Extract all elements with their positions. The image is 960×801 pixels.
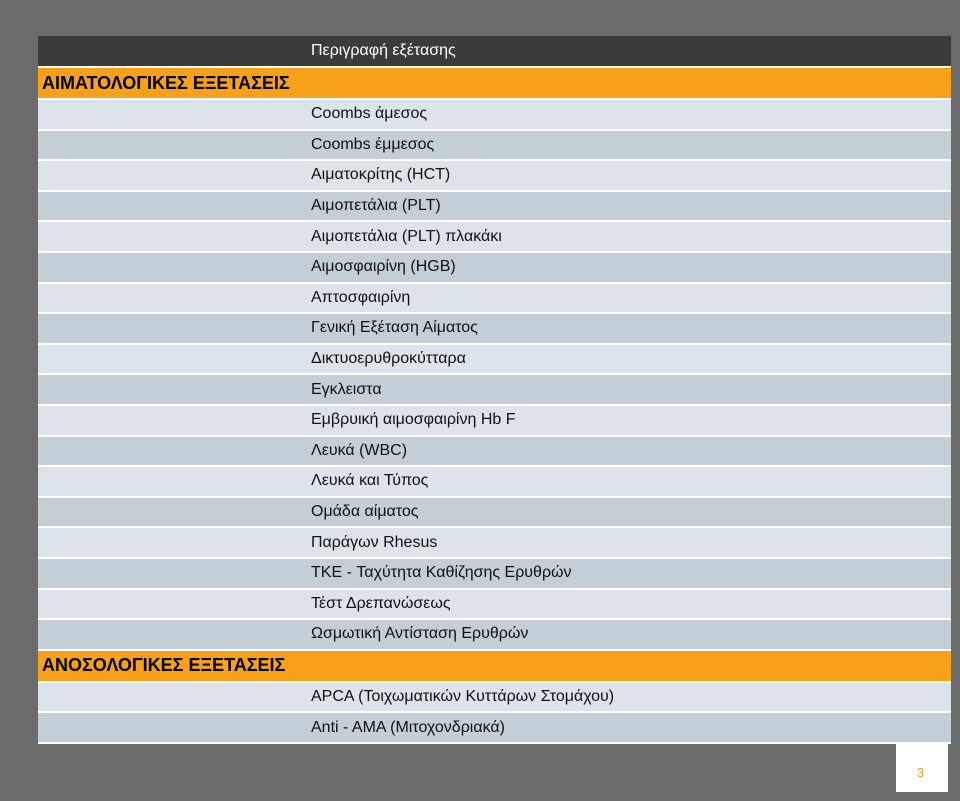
exam-description: TKE - Ταχύτητα Καθίζησης Ερυθρών [311,564,572,582]
table-row: Εμβρυική αιμοσφαιρίνη Hb F [38,405,951,437]
exam-description: Εγκλειστα [311,380,382,398]
exam-table: Περιγραφή εξέτασης ΑΙΜΑΤΟΛΟΓΙΚΕΣ ΕΞΕΤΑΣΕ… [38,36,951,744]
table-row: Ομάδα αίματος [38,497,951,529]
table-row: APCA (Τοιχωματικών Κυττάρων Στομάχου) [38,682,951,714]
exam-description: Λευκά και Τύπος [311,472,429,490]
table-row: Εγκλειστα [38,375,951,406]
table-row: Αιματοκρίτης (HCT) [38,161,951,192]
page-number: 3 [916,764,924,780]
exam-description: Εμβρυική αιμοσφαιρίνη Hb F [311,411,516,429]
exam-description: Γενική Εξέταση Αίματος [311,319,478,337]
exam-description: Λευκά (WBC) [311,441,408,459]
table-row: Τέστ Δρεπανώσεως [38,589,951,621]
section-row: ΑΝΟΣΟΛΟΓΙΚΕΣ ΕΞΕΤΑΣΕΙΣ [38,650,951,683]
exam-description: Ομάδα αίματος [311,503,419,521]
exam-description: Coombs άμεσος [311,105,428,123]
exam-description: Τέστ Δρεπανώσεως [311,594,451,612]
exam-description: Ωσμωτική Αντίσταση Ερυθρών [311,625,529,643]
table-row: Γενική Εξέταση Αίματος [38,314,951,345]
header-description: Περιγραφή εξέτασης [311,42,456,59]
exam-description: Anti - AMA (Μιτοχονδριακά) [311,718,505,736]
table-row: TKE - Ταχύτητα Καθίζησης Ερυθρών [38,558,951,590]
table-row: Αιμοσφαιρίνη (HGB) [38,252,951,284]
exam-description: Παράγων Rhesus [311,533,438,551]
table-row: Απτοσφαιρίνη [38,283,951,315]
table-row: Αιμοπετάλια (PLT) [38,191,951,223]
table-row: Δικτυοερυθροκύτταρα [38,344,951,376]
section-row: ΑΙΜΑΤΟΛΟΓΙΚΕΣ ΕΞΕΤΑΣΕΙΣ [38,68,951,100]
table-row: Ωσμωτική Αντίσταση Ερυθρών [38,620,951,651]
table-row: Coombs άμεσος [38,100,951,131]
table-row: Coombs έμμεσος [38,130,951,162]
exam-description: APCA (Τοιχωματικών Κυττάρων Στομάχου) [311,687,615,705]
exam-description: Αιμοπετάλια (PLT) [311,197,441,215]
table-row: Anti - AMA (Μιτοχονδριακά) [38,713,951,744]
page-number-box: 3 [896,744,948,792]
table-header: Περιγραφή εξέτασης [38,36,951,68]
exam-description: Δικτυοερυθροκύτταρα [311,350,466,368]
exam-description: Αιμοσφαιρίνη (HGB) [311,258,456,276]
exam-description: Coombs έμμεσος [311,135,435,153]
exam-description: Απτοσφαιρίνη [311,288,411,306]
exam-description: Αιματοκρίτης (HCT) [311,166,451,184]
table-row: Λευκά (WBC) [38,436,951,468]
section-title: ΑΙΜΑΤΟΛΟΓΙΚΕΣ ΕΞΕΤΑΣΕΙΣ [42,72,290,93]
section-title: ΑΝΟΣΟΛΟΓΙΚΕΣ ΕΞΕΤΑΣΕΙΣ [42,655,286,676]
table-row: Αιμοπετάλια (PLT) πλακάκι [38,222,951,253]
exam-description: Αιμοπετάλια (PLT) πλακάκι [311,227,502,245]
table-row: Παράγων Rhesus [38,528,951,559]
table-row: Λευκά και Τύπος [38,467,951,498]
